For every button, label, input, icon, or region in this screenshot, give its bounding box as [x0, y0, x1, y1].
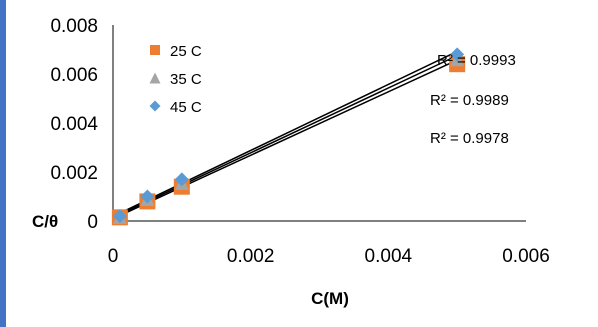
y-tick-labels: 0 0.002 0.004 0.006 0.008 [50, 16, 98, 233]
y-axis-title: C/θ [32, 212, 58, 231]
x-axis-title: C(M) [311, 289, 349, 308]
y-tick-label: 0.006 [50, 65, 98, 86]
legend-label: 45 C [170, 99, 202, 116]
y-tick-label: 0.004 [50, 114, 98, 135]
r-squared-label: R² = 0.9993 [437, 52, 516, 69]
r2-labels: R² = 0.9993 R² = 0.9989 R² = 0.9978 [430, 52, 516, 147]
r-squared-label: R² = 0.9978 [430, 130, 509, 147]
r-squared-label: R² = 0.9989 [430, 92, 509, 109]
legend-marker [149, 100, 161, 112]
x-tick-labels: 0 0.002 0.004 0.006 [108, 246, 550, 267]
data-point [174, 172, 189, 187]
data-points [111, 47, 466, 226]
x-tick-label: 0.002 [227, 246, 275, 267]
legend-marker [149, 72, 161, 84]
legend: 25 C 35 C 45 C [149, 43, 202, 116]
x-tick-label: 0 [108, 246, 119, 267]
x-tick-label: 0.004 [365, 246, 413, 267]
frame-left-border [0, 0, 6, 327]
data-point [140, 189, 155, 204]
y-tick-label: 0 [87, 212, 98, 233]
legend-label: 25 C [170, 43, 202, 60]
x-tick-label: 0.006 [502, 246, 550, 267]
y-tick-label: 0.002 [50, 163, 98, 184]
data-point [112, 209, 127, 224]
legend-marker [150, 45, 160, 55]
data-point [450, 47, 465, 62]
legend-label: 35 C [170, 71, 202, 88]
y-tick-label: 0.008 [50, 16, 98, 37]
